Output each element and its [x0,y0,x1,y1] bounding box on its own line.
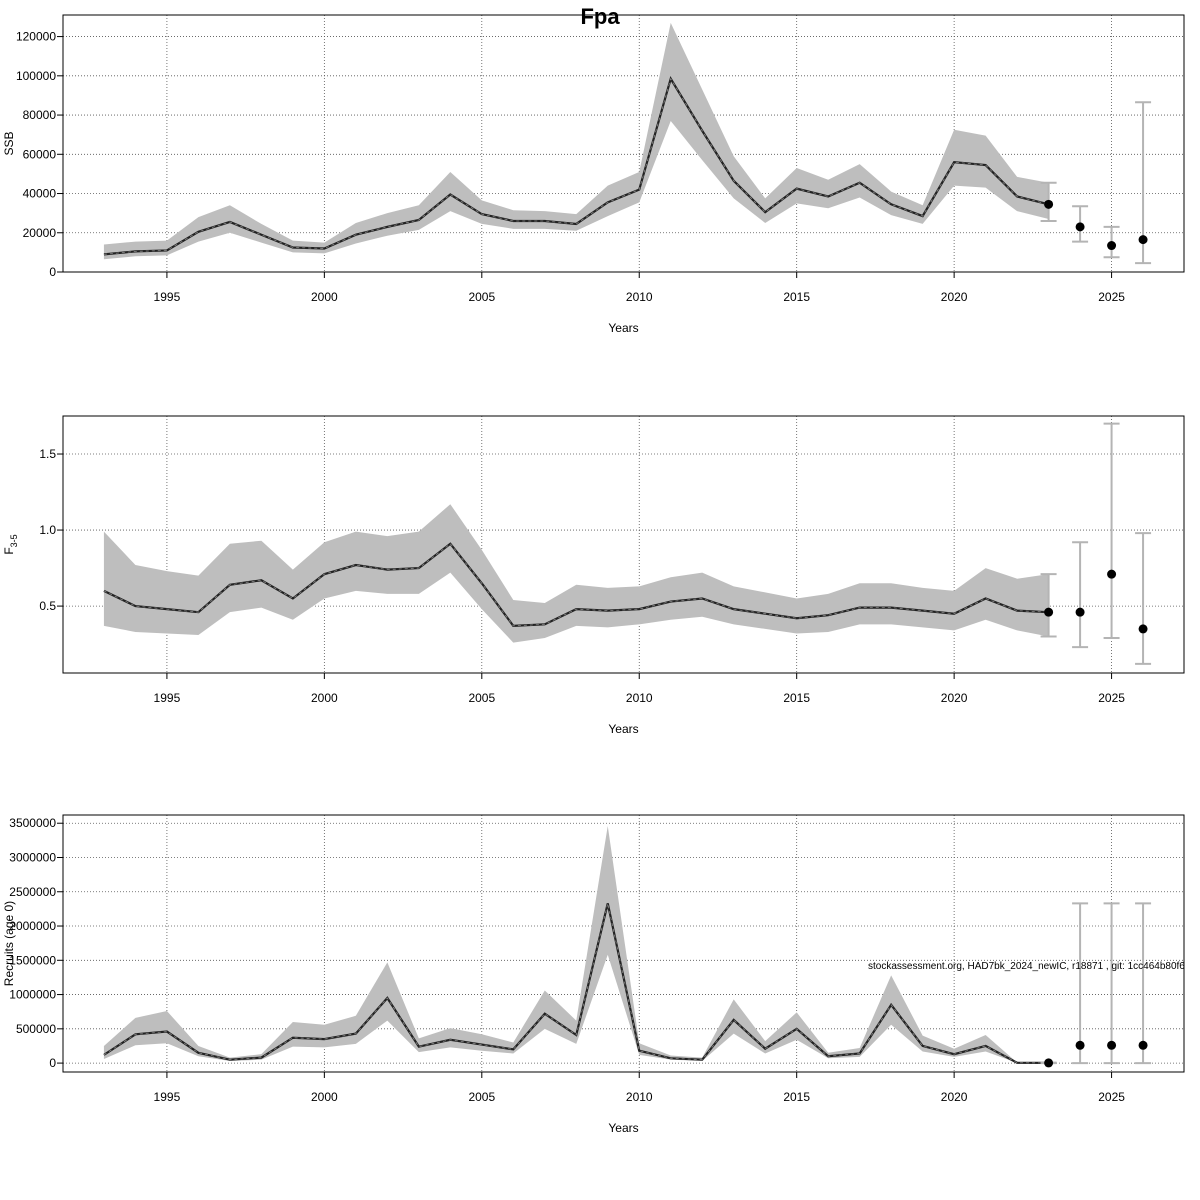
x-tick-label: 2015 [783,290,810,304]
y-axis-label-sub: 3-5 [9,534,19,547]
x-axis-label: Years [608,321,638,335]
annotation: stockassessment.org, HAD7bk_2024_newIC, … [868,961,1185,972]
forecast-point [1075,222,1085,232]
x-axis-label: Years [608,1121,638,1135]
y-tick-label: 500000 [16,1022,56,1036]
x-tick-label: 2025 [1098,691,1125,705]
x-tick-label: 2020 [941,1090,968,1104]
y-tick-label: 3500000 [9,816,56,830]
forecast-point [1107,569,1117,579]
x-tick-label: 2000 [311,290,338,304]
x-tick-label: 1995 [154,691,181,705]
y-tick-label: 60000 [23,147,57,161]
y-tick-label: 2000000 [9,919,56,933]
x-tick-label: 2005 [468,1090,495,1104]
estimate-line-dash [103,543,1049,627]
estimate-line-dash [103,903,1049,1064]
figure-title: Fpa [580,4,620,29]
estimate-line-dash [103,77,1049,255]
y-tick-label: 2500000 [9,885,56,899]
forecast-point [1138,235,1148,245]
y-axis-label-main: Recruits (age 0) [2,901,16,986]
y-tick-label: 0 [49,265,56,279]
forecast-point [1107,241,1117,251]
x-tick-label: 2005 [468,691,495,705]
x-tick-label: 2025 [1098,1090,1125,1104]
plot-frame [62,415,1185,674]
x-tick-label: 2010 [626,1090,653,1104]
x-tick-label: 2015 [783,691,810,705]
y-axis-label: F3-5 [2,534,19,554]
y-tick-label: 1.0 [39,523,56,537]
x-tick-label: 2000 [311,1090,338,1104]
y-tick-label: 80000 [23,108,57,122]
y-tick-label: 1.5 [39,447,56,461]
forecast-point [1138,1040,1148,1050]
x-tick-label: 1995 [154,290,181,304]
plot-frame [62,14,1185,273]
panel: 1995 2000 2005 2010 2015 2020 2025 0 500000 10000… [2,814,1185,1135]
x-tick-label: 2010 [626,691,653,705]
y-axis-label-main: SSB [2,131,16,155]
forecast-point [1044,199,1054,209]
forecast-point [1075,1040,1085,1050]
y-tick-label: 120000 [16,30,56,44]
panel: 1995 2000 2005 2010 2015 2020 2025 0 20000 40000 6… [2,14,1185,335]
x-axis-label: Years [608,722,638,736]
forecast-point [1075,607,1085,617]
panel: 1995 2000 2005 2010 2015 2020 2025 0.5 1.0 1.5 Yea… [2,415,1185,736]
confidence-band [103,504,1049,643]
y-tick-label: 20000 [23,226,57,240]
y-tick-label: 3000000 [9,850,56,864]
y-tick-label: 0 [49,1056,56,1070]
x-tick-label: 2000 [311,691,338,705]
y-tick-label: 1500000 [9,953,56,967]
x-tick-label: 2020 [941,691,968,705]
x-tick-label: 2020 [941,290,968,304]
y-tick-label: 40000 [23,187,57,201]
y-axis-label: SSB [2,131,16,155]
forecast-point [1107,1040,1117,1050]
x-tick-label: 1995 [154,1090,181,1104]
x-tick-label: 2010 [626,290,653,304]
x-tick-label: 2005 [468,290,495,304]
confidence-band [103,22,1049,260]
forecast-point [1138,624,1148,634]
forecast-point [1044,1058,1054,1068]
y-tick-label: 0.5 [39,599,56,613]
plot-frame [62,814,1185,1073]
y-axis-label-main: F [2,547,16,554]
forecast-point [1044,607,1054,617]
y-axis-label: Recruits (age 0) [2,901,16,986]
x-tick-label: 2015 [783,1090,810,1104]
y-tick-label: 1000000 [9,988,56,1002]
x-tick-label: 2025 [1098,290,1125,304]
y-tick-label: 100000 [16,69,56,83]
